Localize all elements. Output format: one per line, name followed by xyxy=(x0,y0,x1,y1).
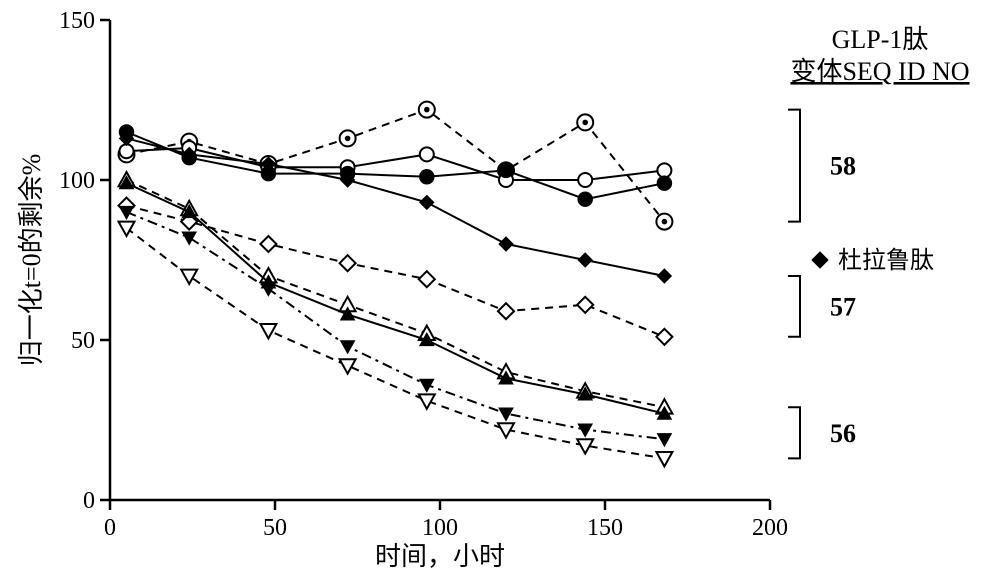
line-chart: 0 50 100 150 200 0 50 100 150 时间，小时 归一化t=0的剩余% GLP-… xyxy=(0,0,1000,575)
bracket-label-57: 57 xyxy=(830,292,856,321)
series-56-b xyxy=(120,176,672,419)
bracket-label-56: 56 xyxy=(830,419,856,448)
legend-title-2: 变体SEQ ID NO xyxy=(790,57,969,86)
y-tick-label: 150 xyxy=(59,8,95,34)
legend-title-1: GLP-1肽 xyxy=(832,25,929,54)
series-line xyxy=(127,206,665,337)
series-line xyxy=(127,180,665,407)
x-tick-label: 200 xyxy=(752,515,788,541)
bracket-56 xyxy=(788,407,800,458)
y-tick-label: 100 xyxy=(59,168,95,194)
x-tick-label: 50 xyxy=(263,515,287,541)
x-tick-label: 0 xyxy=(104,515,116,541)
chart-container: 0 50 100 150 200 0 50 100 150 时间，小时 归一化t=0的剩余% GLP-… xyxy=(0,0,1000,575)
legend-dulaglutide-label: 杜拉鲁肽 xyxy=(838,247,934,274)
series-56-c xyxy=(120,206,672,446)
series-dulaglutide xyxy=(120,131,672,283)
x-axis-label: 时间，小时 xyxy=(375,542,505,571)
series-line xyxy=(127,212,665,439)
y-tick-label: 0 xyxy=(83,488,95,514)
y-tick-label: 50 xyxy=(71,328,95,354)
x-tick-label: 150 xyxy=(587,515,623,541)
x-tick-label: 100 xyxy=(422,515,458,541)
bracket-58 xyxy=(788,110,800,222)
legend-dulaglutide: 杜拉鲁肽 xyxy=(812,247,934,274)
y-axis-label: 归一化t=0的剩余% xyxy=(17,154,46,367)
bracket-label-58: 58 xyxy=(830,152,856,181)
series-line xyxy=(127,132,665,199)
series-56-a xyxy=(119,172,673,414)
series-58-a xyxy=(119,102,673,230)
series-58-b xyxy=(120,141,672,187)
bracket-57 xyxy=(788,276,800,337)
